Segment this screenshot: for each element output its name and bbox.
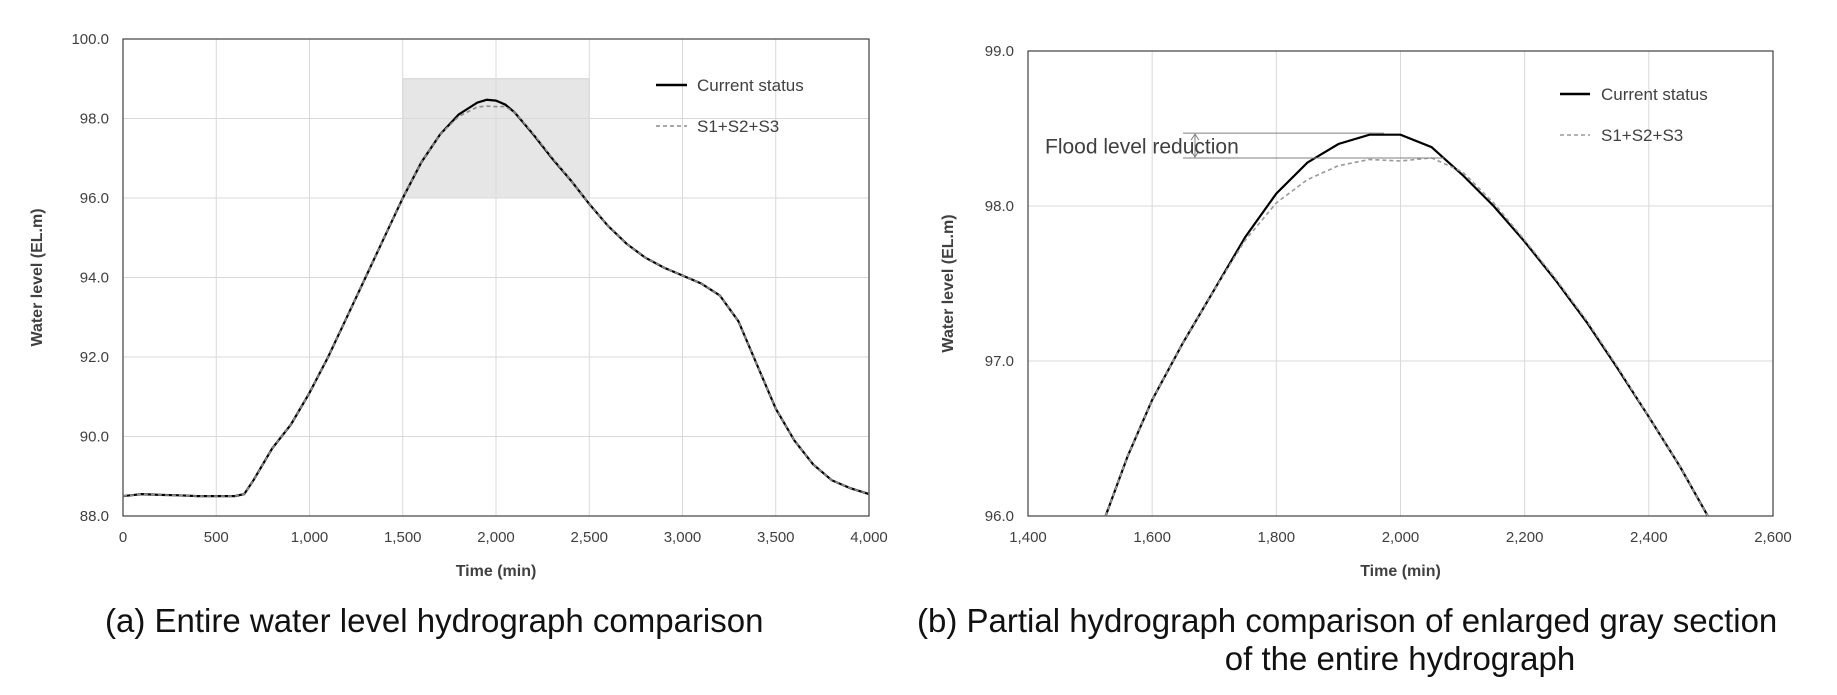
- y-tick-label: 96.0: [985, 508, 1014, 525]
- arrow-head-up: [1190, 133, 1200, 141]
- y-tick-label: 98.0: [985, 198, 1014, 215]
- x-tick-label: 3,000: [664, 529, 702, 546]
- x-tick-label: 2,400: [1630, 529, 1668, 546]
- x-tick-label: 3,500: [757, 529, 795, 546]
- x-axis-title: Time (min): [1360, 563, 1441, 580]
- caption-b: (b) Partial hydrograph comparison of enl…: [917, 602, 1777, 639]
- chart-a: 0 500 1,000 1,500 2,000 2,500 3,000 3,500 4,000 8…: [29, 31, 888, 639]
- x-tick-label: 2,600: [1754, 529, 1792, 546]
- caption-a: (a) Entire water level hydrograph compar…: [105, 602, 763, 639]
- chart-b: 1,400 1,600 1,800 2,000 2,200 2,400 2,600 96.0 9…: [917, 43, 1792, 677]
- caption-b-line2: of the entire hydrograph: [1225, 640, 1575, 677]
- y-tick-label: 90.0: [80, 429, 109, 446]
- series-line-s1-s2-s3: [1104, 157, 1709, 517]
- legend-label: Current status: [697, 76, 804, 95]
- x-tick-label: 2,500: [570, 529, 608, 546]
- legend: Current status S1+S2+S3: [1560, 85, 1708, 145]
- annotation-label: Flood level reduction: [1045, 136, 1239, 159]
- x-tick-label: 2,000: [477, 529, 515, 546]
- x-tick-label: 1,800: [1258, 529, 1296, 546]
- x-tick-label: 1,600: [1133, 529, 1171, 546]
- flood-reduction-annotation: Flood level reduction: [1045, 132, 1444, 159]
- y-tick-label: 99.0: [985, 43, 1014, 60]
- x-axis-title: Time (min): [456, 563, 537, 580]
- x-tick-label: 0: [119, 529, 127, 546]
- series-line-s1-s2-s3: [122, 105, 870, 497]
- x-tick-label: 1,400: [1009, 529, 1047, 546]
- y-tick-label: 98.0: [80, 111, 109, 128]
- x-tick-label: 1,500: [384, 529, 422, 546]
- y-tick-label: 96.0: [80, 190, 109, 207]
- y-tick-label: 92.0: [80, 349, 109, 366]
- y-axis-title: Water level (EL.m): [29, 208, 46, 346]
- y-tick-label: 97.0: [985, 353, 1014, 370]
- y-tick-label: 88.0: [80, 508, 109, 525]
- x-tick-label: 500: [204, 529, 229, 546]
- x-tick-label: 2,000: [1382, 529, 1420, 546]
- legend-label: Current status: [1601, 85, 1708, 104]
- legend: Current status S1+S2+S3: [656, 76, 804, 136]
- y-tick-label: 100.0: [71, 31, 109, 48]
- y-axis-title: Water level (EL.m): [940, 214, 957, 352]
- x-tick-label: 1,000: [291, 529, 329, 546]
- legend-label: S1+S2+S3: [697, 117, 779, 136]
- x-tick-label: 2,200: [1506, 529, 1544, 546]
- series-line-current-status: [1104, 133, 1709, 517]
- legend-label: S1+S2+S3: [1601, 126, 1683, 145]
- x-tick-label: 4,000: [850, 529, 888, 546]
- y-tick-label: 94.0: [80, 270, 109, 287]
- plot-frame: [122, 38, 870, 517]
- arrow-head-down: [1190, 150, 1200, 158]
- plot-frame: [1027, 50, 1774, 517]
